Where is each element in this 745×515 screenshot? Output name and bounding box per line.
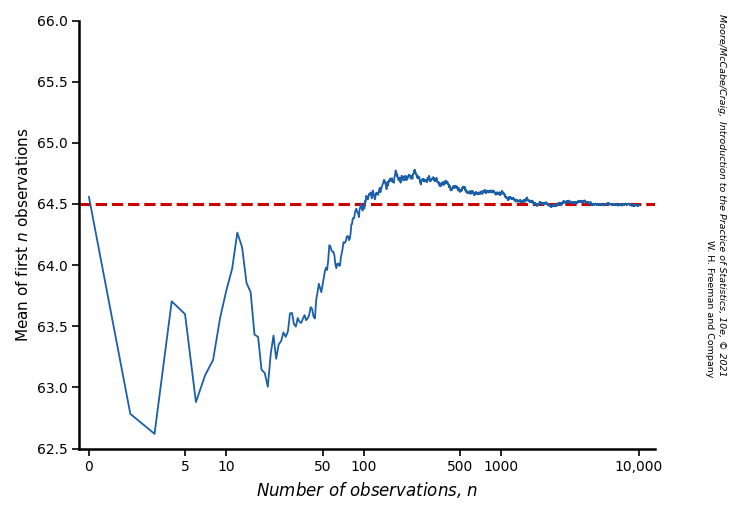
Text: Moore/McCabe/Craig,  Introduction to the Practice of Statistics, 10e, © 2021: Moore/McCabe/Craig, Introduction to the … [717, 14, 726, 377]
X-axis label: Number of observations, $n$: Number of observations, $n$ [256, 480, 478, 500]
Text: W. H. Freeman and Company: W. H. Freeman and Company [705, 241, 714, 377]
Y-axis label: Mean of first $n$ observations: Mean of first $n$ observations [15, 127, 31, 342]
